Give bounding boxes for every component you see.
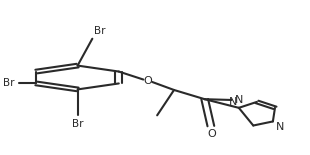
Text: N: N [276, 122, 284, 132]
Text: O: O [144, 76, 152, 86]
Text: Br: Br [72, 119, 83, 129]
Text: N: N [234, 95, 243, 105]
Text: Br: Br [3, 78, 15, 89]
Text: Br: Br [94, 26, 105, 36]
Text: N: N [229, 97, 237, 107]
Text: O: O [207, 129, 216, 139]
